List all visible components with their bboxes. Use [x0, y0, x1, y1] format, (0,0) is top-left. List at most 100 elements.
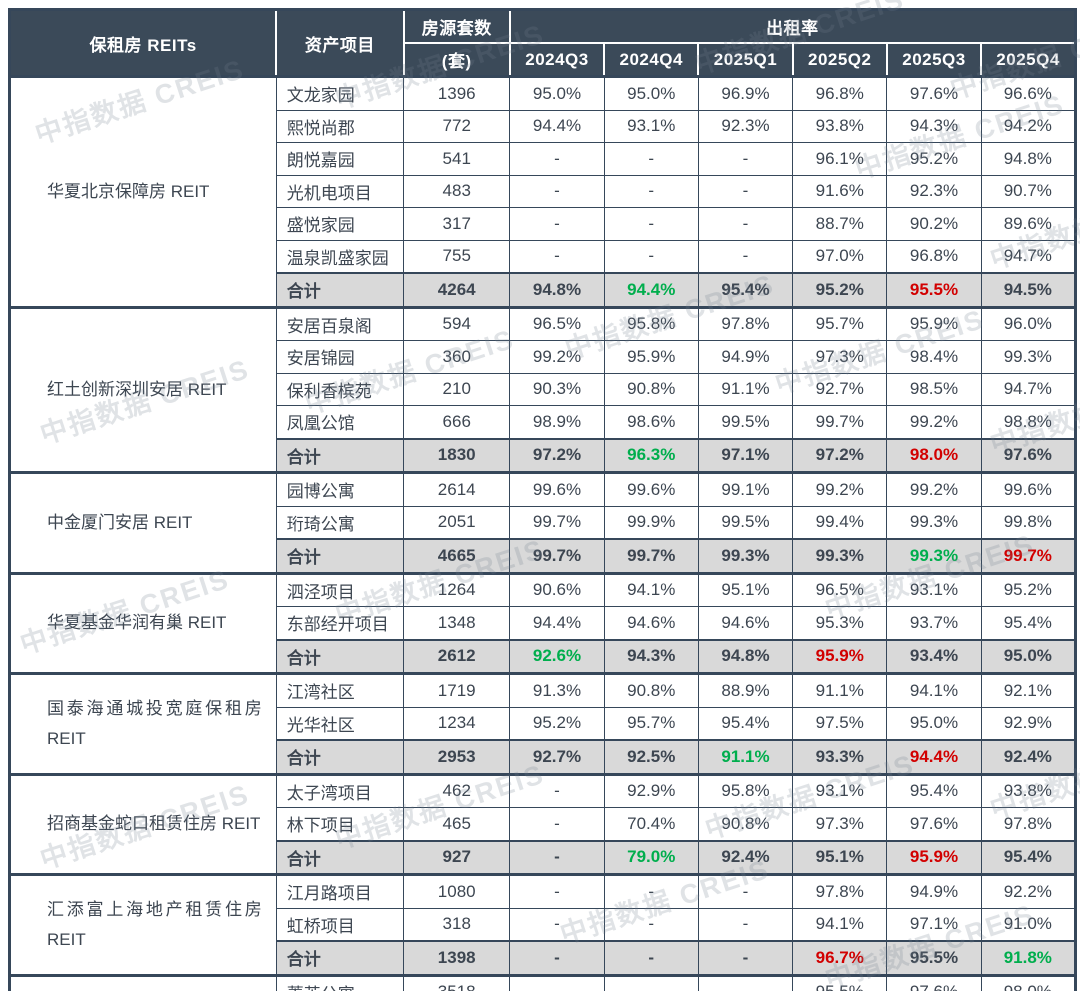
reit-name: 中金厦门安居 REIT [9, 471, 277, 574]
units-count: 3518 [403, 973, 511, 991]
units-count: 1719 [403, 672, 511, 708]
total-label: 合计 [275, 272, 405, 308]
occupancy-rate: 93.4% [886, 638, 982, 674]
occupancy-rate: 94.4% [603, 272, 699, 308]
occupancy-rate: 98.4% [886, 340, 982, 374]
occupancy-rate: 94.1% [792, 907, 888, 942]
occupancy-rate: 94.3% [603, 638, 699, 674]
occupancy-rate: 95.8% [697, 772, 794, 808]
occupancy-rate: 96.1% [792, 142, 888, 176]
occupancy-rate: 99.7% [509, 505, 605, 540]
occupancy-rate: 92.9% [603, 772, 699, 808]
occupancy-rate: 93.7% [886, 606, 982, 640]
project-name: 安居百泉阁 [275, 305, 405, 341]
occupancy-rate: - [509, 174, 605, 208]
project-row: 华夏北京保障房 REIT 文龙家园 1396 95.0% 95.0% 96.9% 96.8%… [9, 75, 1077, 308]
occupancy-rate: - [697, 907, 794, 942]
occupancy-rate: 99.3% [792, 538, 888, 574]
occupancy-rate: - [603, 239, 699, 274]
occupancy-rate: 97.5% [792, 706, 888, 741]
occupancy-rate: 99.6% [980, 471, 1077, 507]
units-count: 318 [403, 907, 511, 942]
units-count: 2612 [403, 638, 511, 674]
occupancy-rate: 95.2% [509, 706, 605, 741]
occupancy-rate: - [603, 142, 699, 176]
occupancy-rate: 92.5% [603, 739, 699, 775]
occupancy-rate: 97.8% [697, 305, 794, 341]
occupancy-rate: 92.4% [980, 739, 1077, 775]
total-row: 合计 4665 99.7% 99.7% 99.3% 99.3% 99.3% 99.7% [10, 538, 1077, 574]
occupancy-rate: 96.7% [792, 940, 888, 976]
occupancy-rate: 99.3% [697, 538, 794, 574]
occupancy-rate: 94.1% [886, 672, 982, 708]
occupancy-rate: - [603, 940, 699, 976]
occupancy-rate: - [603, 873, 699, 909]
units-count: 594 [403, 305, 511, 341]
occupancy-rate: 94.8% [980, 142, 1077, 176]
header-quarter-2025q3: 2025Q3 [885, 42, 983, 78]
occupancy-rate: 99.9% [603, 505, 699, 540]
occupancy-rate: 91.1% [697, 739, 794, 775]
occupancy-rate: 99.7% [980, 538, 1077, 574]
occupancy-rate: 88.9% [697, 672, 794, 708]
units-count: 927 [403, 839, 511, 875]
occupancy-rate: 90.6% [509, 571, 605, 607]
occupancy-rate: 94.1% [603, 571, 699, 607]
project-row: 华夏基金华润有巢 REIT 泗泾项目 1264 90.6% 94.1% 95.1% 96.5… [9, 571, 1077, 674]
occupancy-rate: 98.0% [886, 437, 982, 473]
occupancy-rate: 97.6% [886, 973, 982, 991]
occupancy-rate: 95.5% [886, 272, 982, 308]
project-row: 凤凰公馆 666 98.9% 98.6% 99.5% 99.7% 99.2% 98.8% [10, 405, 1077, 439]
project-name: 林下项目 [275, 807, 405, 841]
project-name: 太子湾项目 [275, 772, 405, 808]
units-count: 465 [403, 807, 511, 841]
project-name: 盛悦家园 [275, 207, 405, 241]
occupancy-rate: 96.9% [697, 75, 794, 111]
occupancy-rate: 96.3% [603, 437, 699, 473]
occupancy-rate: 95.1% [792, 839, 888, 875]
units-count: 1398 [403, 940, 511, 976]
occupancy-rate: 94.2% [980, 109, 1077, 143]
project-row: 国泰海通城投宽庭保租房 REIT 江湾社区 1719 91.3% 90.8% 88.9% 9… [9, 672, 1077, 775]
occupancy-rate: - [697, 873, 794, 909]
occupancy-rate: 94.9% [886, 873, 982, 909]
occupancy-rate: 94.4% [509, 109, 605, 143]
occupancy-rate: 95.3% [792, 606, 888, 640]
occupancy-rate: 91.8% [980, 940, 1077, 976]
occupancy-rate: 95.0% [509, 75, 605, 111]
occupancy-rate: - [509, 940, 605, 976]
occupancy-rate: 91.0% [980, 907, 1077, 942]
occupancy-rate: 94.8% [697, 638, 794, 674]
occupancy-rate: 94.7% [980, 372, 1077, 406]
occupancy-rate: 96.8% [792, 75, 888, 111]
occupancy-rate: 95.9% [792, 638, 888, 674]
occupancy-rate: - [509, 907, 605, 942]
occupancy-rate: - [697, 174, 794, 208]
project-name: 光华社区 [275, 706, 405, 741]
occupancy-rate: 96.6% [980, 75, 1077, 111]
header-asset: 资产项目 [275, 8, 405, 78]
occupancy-rate: 93.1% [792, 772, 888, 808]
reit-name: 国泰海通城投宽庭保租房 REIT [9, 672, 277, 775]
occupancy-rate: 97.2% [509, 437, 605, 473]
project-name: 东部经开项目 [275, 606, 405, 640]
occupancy-rate: 95.4% [980, 606, 1077, 640]
units-count: 2614 [403, 471, 511, 507]
units-count: 541 [403, 142, 511, 176]
total-label: 合计 [275, 739, 405, 775]
project-row: 林下项目 465-70.4% 90.8% 97.3% 97.6% 97.8% [10, 807, 1077, 841]
project-row: 盛悦家园 317- - -88.7% 90.2% 89.6% [10, 207, 1077, 241]
occupancy-rate: - [603, 907, 699, 942]
occupancy-rate: - [697, 973, 794, 991]
project-name: 熙悦尚郡 [275, 109, 405, 143]
units-count: 210 [403, 372, 511, 406]
occupancy-rate: 94.3% [886, 109, 982, 143]
occupancy-rate: 92.3% [886, 174, 982, 208]
occupancy-rate: 98.0% [980, 973, 1077, 991]
occupancy-rate: 93.1% [603, 109, 699, 143]
occupancy-rate: 99.3% [886, 505, 982, 540]
project-name: 温泉凯盛家园 [275, 239, 405, 274]
occupancy-rate: 99.2% [886, 471, 982, 507]
occupancy-rate: 90.8% [603, 672, 699, 708]
